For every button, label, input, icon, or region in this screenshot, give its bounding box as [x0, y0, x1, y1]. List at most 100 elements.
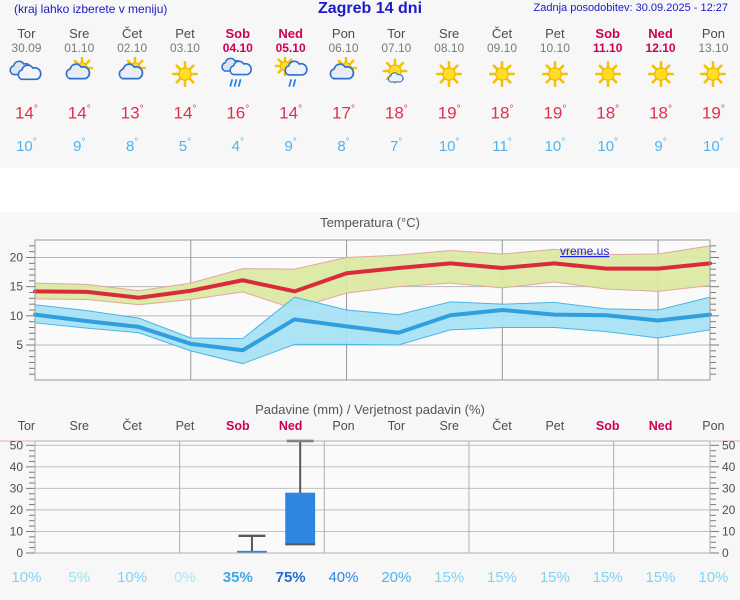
svg-text:20: 20 [722, 503, 736, 517]
forecast-weather-icon-cell [528, 55, 581, 95]
tmax-number: 13 [120, 103, 140, 123]
precipitation-day-labels: Tor Sre Čet Pet Sob Ned Pon Tor Sre Čet Pet Sob Ned P… [0, 419, 740, 433]
precipitation-day-label: Pet [175, 419, 195, 433]
location-menu-note: (kraj lahko izberete v meniju) [14, 2, 168, 16]
tmax-number: 19 [437, 103, 457, 123]
precipitation-probability-value: 10% [117, 569, 148, 586]
page-title: Zagreb 14 dni [317, 0, 423, 17]
precipitation-probability-value: 5% [68, 569, 91, 586]
tmax-number: 18 [384, 103, 404, 123]
forecast-day-date: 11.10 [581, 41, 634, 55]
tmax-number: 14 [14, 103, 34, 123]
sun-small-cloud-icon [374, 57, 418, 93]
degree-symbol: ° [350, 104, 355, 115]
svg-text:0: 0 [722, 546, 729, 560]
tmin-number: 5 [178, 137, 188, 155]
forecast-tmax-value: 18° [370, 95, 423, 129]
precipitation-day-label: Tor [387, 419, 406, 433]
day-name-label: Ned [648, 26, 673, 41]
degree-symbol: ° [192, 104, 197, 115]
forecast-tmin-value: 8° [106, 129, 159, 161]
forecast-weather-icon-cell [159, 55, 212, 95]
precipitation-probability-value: 20% [381, 569, 412, 586]
forecast-day-name: Pet [159, 26, 212, 41]
forecast-weather-icon-cell [476, 55, 529, 95]
day-date-label: 02.10 [117, 41, 148, 55]
tmin-number: 9 [284, 137, 293, 155]
tmax-number: 14 [173, 103, 193, 123]
temperature-chart-block: Temperatura (°C) 5 10 15 20 vreme.us [0, 212, 740, 397]
degree-symbol: ° [614, 136, 619, 148]
precipitation-probability-value: 15% [592, 569, 623, 586]
day-name-label: Sob [595, 26, 620, 41]
forecast-day-name: Pon [687, 26, 740, 41]
svg-text:20: 20 [10, 503, 24, 517]
forecast-day-name: Ned [264, 26, 317, 41]
day-date-label: 11.10 [593, 41, 623, 55]
forecast-day-name: Čet [476, 26, 529, 41]
forecast-tmax-value: 18° [476, 95, 529, 129]
svg-text:30: 30 [10, 481, 24, 495]
forecast-tmax-value: 16° [211, 95, 264, 129]
forecast-tmax-value: 17° [317, 95, 370, 129]
forecast-tmin-value: 10° [581, 129, 634, 161]
cloudy-icon [4, 57, 48, 93]
sunny-icon [163, 57, 207, 93]
precipitation-day-label: Čet [492, 419, 512, 433]
day-date-label: 04.10 [222, 41, 253, 55]
forecast-day-name: Tor [0, 26, 53, 41]
forecast-weather-icon-cell [0, 55, 53, 95]
forecast-tmax-value: 19° [423, 95, 476, 129]
day-name-label: Ned [278, 26, 303, 41]
day-date-label: 08.10 [434, 41, 465, 55]
precipitation-day-label: Pon [702, 419, 725, 433]
day-date-label: 13.10 [698, 41, 729, 55]
forecast-weather-icon-cell [106, 55, 159, 95]
day-name-label: Čet [491, 26, 513, 41]
degree-symbol: ° [509, 104, 514, 115]
day-date-label: 05.10 [275, 41, 306, 55]
temperature-chart: 5 10 15 20 vreme.us [10, 239, 719, 381]
rain-icon [216, 57, 260, 93]
svg-text:0: 0 [16, 546, 23, 560]
tmin-number: 7 [390, 137, 399, 155]
forecast-day-date: 10.10 [528, 41, 581, 55]
watermark: vreme.us [560, 244, 609, 258]
precipitation-day-label: Pet [545, 419, 565, 433]
forecast-tmax-value: 18° [581, 95, 634, 129]
forecast-day-name: Sob [581, 26, 634, 41]
forecast-day-name: Tor [370, 26, 423, 41]
forecast-icons-row [0, 55, 740, 95]
degree-symbol: ° [139, 104, 144, 115]
forecast-day-date: 13.10 [687, 41, 740, 55]
day-date-label: 07.10 [381, 41, 412, 55]
precipitation-day-label: Sre [439, 419, 459, 433]
forecast-tmax-value: 14° [53, 95, 106, 129]
day-date-label: 12.10 [645, 41, 676, 55]
forecast-tmin-value: 9° [634, 129, 687, 161]
day-name-label: Čet [121, 26, 143, 41]
tmax-number: 14 [67, 103, 87, 123]
temperature-chart-title: Temperatura (°C) [320, 215, 420, 230]
precipitation-probability-value: 10% [11, 569, 42, 586]
forecast-dates-row: 30.09 01.10 02.10 03.10 04.10 05.10 06.10 07.10… [0, 41, 740, 55]
degree-symbol: ° [298, 104, 303, 115]
svg-text:5: 5 [16, 338, 23, 352]
forecast-day-date: 08.10 [423, 41, 476, 55]
last-updated: Zadnja posodobitev: 30.09.2025 - 12:27 [533, 2, 728, 14]
forecast-day-name: Sre [423, 26, 476, 41]
degree-symbol: ° [561, 136, 566, 148]
degree-symbol: ° [720, 104, 725, 115]
forecast-tmin-value: 8° [317, 129, 370, 161]
tmin-number: 4 [231, 137, 240, 155]
forecast-day-name: Pet [528, 26, 581, 41]
page-header: (kraj lahko izberete v meniju) Zagreb 14… [0, 0, 740, 22]
forecast-day-date: 01.10 [53, 41, 106, 55]
degree-symbol: ° [456, 104, 461, 115]
forecast-tmax-value: 14° [159, 95, 212, 129]
degree-symbol: ° [86, 104, 91, 115]
forecast-tmax-value: 14° [264, 95, 317, 129]
tmin-number: 10 [703, 137, 720, 155]
precipitation-day-label: Sre [69, 419, 89, 433]
precipitation-day-label: Sob [595, 419, 620, 433]
